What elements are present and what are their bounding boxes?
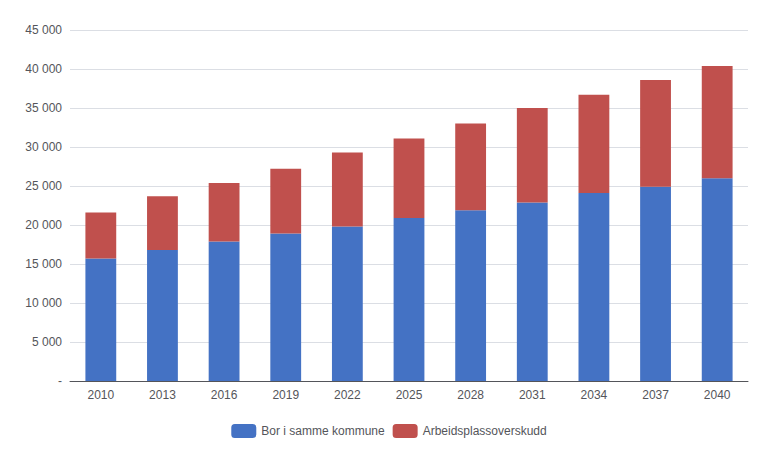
svg-text:2010: 2010: [87, 388, 114, 402]
svg-text:45 000: 45 000: [25, 23, 62, 37]
svg-text:35 000: 35 000: [25, 101, 62, 115]
svg-text:20 000: 20 000: [25, 218, 62, 232]
svg-text:2040: 2040: [704, 388, 731, 402]
svg-text:40 000: 40 000: [25, 62, 62, 76]
svg-text:Arbeidsplassoverskudd: Arbeidsplassoverskudd: [423, 424, 547, 438]
svg-text:-: -: [58, 374, 62, 388]
svg-text:Bor i samme kommune: Bor i samme kommune: [261, 424, 385, 438]
svg-text:30 000: 30 000: [25, 140, 62, 154]
svg-text:2037: 2037: [642, 388, 669, 402]
svg-text:2028: 2028: [457, 388, 484, 402]
svg-text:2022: 2022: [334, 388, 361, 402]
svg-text:10 000: 10 000: [25, 296, 62, 310]
svg-text:2019: 2019: [272, 388, 299, 402]
svg-text:15 000: 15 000: [25, 257, 62, 271]
svg-text:2025: 2025: [396, 388, 423, 402]
svg-text:5 000: 5 000: [32, 335, 62, 349]
svg-text:25 000: 25 000: [25, 179, 62, 193]
svg-text:2013: 2013: [149, 388, 176, 402]
svg-text:2016: 2016: [211, 388, 238, 402]
svg-text:2031: 2031: [519, 388, 546, 402]
svg-text:2034: 2034: [581, 388, 608, 402]
